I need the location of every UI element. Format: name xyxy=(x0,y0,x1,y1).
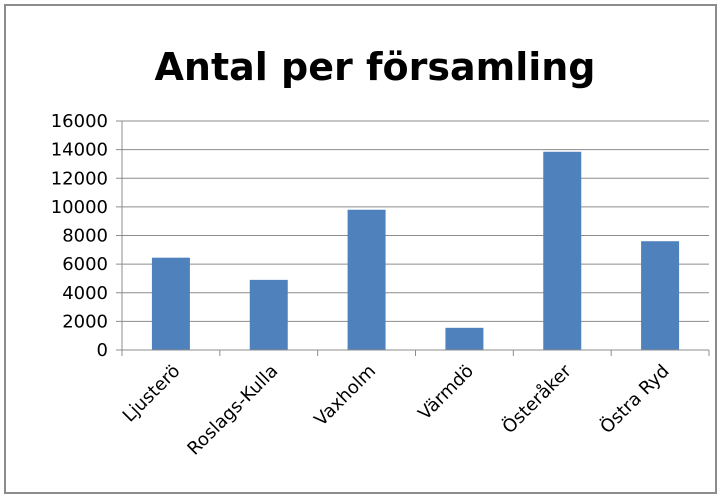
bar-Ljusterö xyxy=(151,257,190,350)
y-tick-label: 4000 xyxy=(62,283,108,304)
x-category-label: Vaxholm xyxy=(310,361,380,431)
bar-Österåker xyxy=(543,151,582,350)
y-axis-tick-labels: 0 2000 4000 6000 8000 10000 12000 14000 16000 xyxy=(51,111,108,361)
chart-title: Antal per församling xyxy=(154,45,595,89)
x-category-label: Roslags-Kulla xyxy=(183,361,282,460)
bar-Värmdö xyxy=(445,327,484,350)
bars xyxy=(151,151,680,350)
y-tick-label: 16000 xyxy=(51,111,108,132)
gridlines xyxy=(122,120,709,322)
x-category-label: Värmdö xyxy=(414,361,478,425)
x-category-label: Österåker xyxy=(498,360,576,438)
bar-Vaxholm xyxy=(347,209,386,350)
bar-Roslags-Kulla xyxy=(249,279,288,350)
y-tick-label: 8000 xyxy=(62,226,108,247)
y-tick-label: 10000 xyxy=(51,197,108,218)
x-category-label: Ljusterö xyxy=(119,361,185,427)
y-tick-label: 14000 xyxy=(51,140,108,161)
x-category-label: Östra Ryd xyxy=(596,360,674,438)
axes xyxy=(116,120,710,356)
bar-Östra Ryd xyxy=(641,241,680,350)
y-tick-label: 2000 xyxy=(62,311,108,332)
y-tick-label: 12000 xyxy=(51,168,108,189)
y-tick-label: 6000 xyxy=(62,254,108,275)
y-tick-label: 0 xyxy=(97,340,108,361)
